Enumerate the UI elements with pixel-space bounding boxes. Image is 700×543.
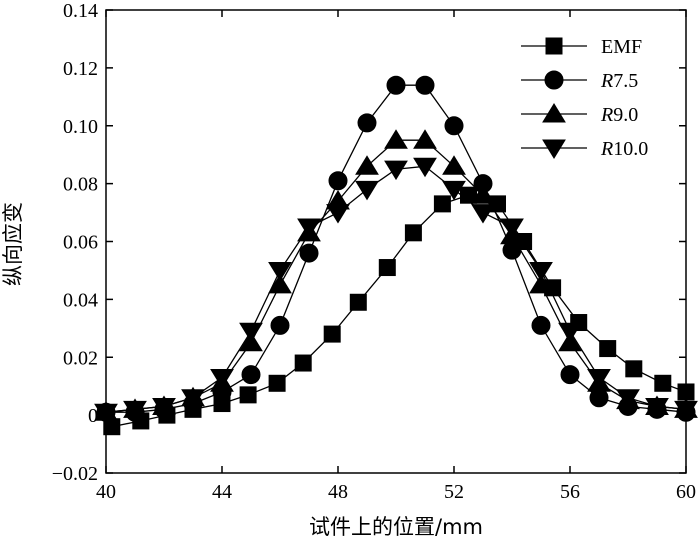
legend-marker bbox=[544, 70, 564, 90]
data-point bbox=[599, 340, 617, 358]
y-tick-label: 0.12 bbox=[63, 58, 98, 80]
data-point bbox=[297, 218, 321, 238]
data-point bbox=[378, 259, 396, 277]
x-axis-title: 试件上的位置/mm bbox=[309, 515, 483, 539]
data-point bbox=[123, 400, 147, 421]
series-triangle-down bbox=[94, 157, 698, 424]
data-point bbox=[560, 365, 580, 385]
data-point bbox=[531, 315, 551, 335]
data-point bbox=[326, 204, 350, 224]
data-point bbox=[268, 273, 292, 294]
data-point bbox=[442, 180, 466, 201]
y-tick-label: 0.14 bbox=[63, 0, 98, 22]
data-point bbox=[181, 389, 205, 409]
legend-marker bbox=[542, 103, 566, 123]
data-point bbox=[616, 389, 640, 409]
legend-item: EMF bbox=[521, 36, 642, 58]
data-point bbox=[442, 155, 466, 175]
data-point bbox=[299, 243, 319, 263]
x-tick-label: 40 bbox=[96, 481, 116, 503]
data-point bbox=[444, 116, 464, 136]
data-point bbox=[94, 403, 118, 424]
x-tick-label: 52 bbox=[444, 481, 464, 503]
data-point bbox=[294, 354, 312, 372]
data-point bbox=[404, 224, 422, 242]
data-point bbox=[152, 397, 176, 418]
data-point bbox=[384, 160, 408, 181]
data-point bbox=[386, 75, 406, 95]
y-tick-label: 0.02 bbox=[63, 347, 98, 369]
y-axis-title: 纵向应变 bbox=[1, 202, 25, 286]
data-point bbox=[433, 195, 451, 213]
legend-item: R7.5 bbox=[521, 70, 638, 92]
data-point bbox=[471, 204, 495, 224]
y-tick-label: 0.08 bbox=[63, 174, 98, 196]
legend-marker bbox=[542, 139, 566, 159]
data-point bbox=[500, 218, 524, 238]
legend-label: R7.5 bbox=[600, 70, 638, 92]
data-point bbox=[241, 365, 261, 385]
legend-label: EMF bbox=[601, 36, 642, 58]
data-point bbox=[674, 400, 698, 421]
legend-item: R10.0 bbox=[521, 138, 648, 160]
data-point bbox=[384, 129, 408, 149]
y-tick-label: −0.02 bbox=[52, 463, 98, 485]
data-point bbox=[587, 369, 611, 389]
y-tick-label: 0.06 bbox=[63, 232, 98, 254]
data-point bbox=[323, 325, 341, 343]
data-point bbox=[529, 273, 553, 294]
y-tick-label: 0.10 bbox=[63, 116, 98, 138]
data-point bbox=[268, 374, 286, 392]
data-point bbox=[625, 360, 643, 378]
series-line bbox=[111, 194, 687, 428]
data-point bbox=[654, 374, 672, 392]
data-point bbox=[413, 129, 437, 149]
data-point bbox=[210, 369, 234, 389]
data-point bbox=[328, 171, 348, 191]
data-point bbox=[471, 184, 495, 204]
data-point bbox=[677, 383, 695, 401]
x-tick-label: 48 bbox=[328, 481, 348, 503]
legend-marker bbox=[545, 37, 563, 55]
y-tick-label: 0.04 bbox=[63, 289, 98, 311]
data-point bbox=[558, 322, 582, 343]
data-point bbox=[355, 180, 379, 201]
data-point bbox=[270, 315, 290, 335]
x-tick-label: 56 bbox=[560, 481, 580, 503]
data-point bbox=[645, 397, 669, 418]
data-point bbox=[413, 157, 437, 178]
data-point bbox=[349, 293, 367, 311]
data-point bbox=[239, 386, 257, 404]
data-point bbox=[268, 261, 292, 282]
data-point bbox=[357, 113, 377, 133]
legend-item: R9.0 bbox=[521, 103, 638, 126]
x-tick-label: 44 bbox=[212, 481, 232, 503]
legend: EMF R7.5 R9.0 R10.0 bbox=[521, 36, 648, 160]
legend-label: R9.0 bbox=[600, 104, 638, 126]
data-point bbox=[355, 155, 379, 175]
data-point bbox=[239, 322, 263, 343]
y-tick-label: 0 bbox=[88, 405, 98, 427]
data-point bbox=[415, 75, 435, 95]
data-point bbox=[529, 261, 553, 282]
legend-label: R10.0 bbox=[600, 138, 648, 160]
x-tick-label: 60 bbox=[676, 481, 696, 503]
